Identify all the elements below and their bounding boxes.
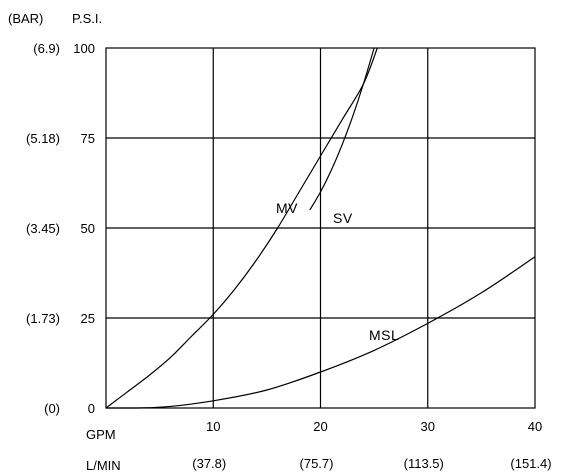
x-tick-gpm-label: 30 <box>421 419 435 434</box>
x-ticks-gpm: 10 20 30 40 <box>206 419 542 434</box>
series-line-msl <box>105 256 536 409</box>
x-tick-gpm-label: 40 <box>528 419 542 434</box>
y-tick-bar-label: (6.9) <box>33 41 60 56</box>
y-tick-psi-label: 0 <box>88 401 95 416</box>
y-tick-psi-label: 25 <box>81 311 95 326</box>
series-line-sv <box>309 47 375 211</box>
y-tick-psi-label: 50 <box>81 221 95 236</box>
y-tick-psi-label: 100 <box>73 41 95 56</box>
x-tick-gpm-label: 20 <box>313 419 327 434</box>
y-unit-bar: (BAR) <box>8 11 43 26</box>
series-line-mv <box>105 47 378 409</box>
y-tick-bar-label: (5.18) <box>26 131 60 146</box>
series-labels: MV SV MSL <box>276 200 399 343</box>
y-tick-bar-label: (1.73) <box>26 311 60 326</box>
x-tick-lmin-label: (75.7) <box>300 456 334 471</box>
y-tick-psi-label: 75 <box>81 131 95 146</box>
y-tick-bar-label: (3.45) <box>26 221 60 236</box>
y-ticks-psi: 0 25 50 75 100 <box>73 41 95 416</box>
series-label-sv: SV <box>333 210 353 226</box>
y-tick-bar-label: (0) <box>44 401 60 416</box>
x-tick-gpm-label: 10 <box>206 419 220 434</box>
grid-lines <box>106 48 535 408</box>
x-unit-gpm: GPM <box>86 427 116 442</box>
x-tick-lmin-label: (113.5) <box>404 456 444 471</box>
x-ticks-lmin: (37.8) (75.7) (113.5) (151.4) <box>192 456 551 471</box>
y-ticks-bar: (0) (1.73) (3.45) (5.18) (6.9) <box>26 41 60 416</box>
x-unit-lmin: L/MIN <box>86 458 121 473</box>
x-tick-lmin-label: (151.4) <box>510 456 551 471</box>
series-label-msl: MSL <box>369 327 399 343</box>
series-lines <box>105 47 536 409</box>
y-unit-psi: P.S.I. <box>72 11 102 26</box>
plot-frame <box>105 47 536 409</box>
x-tick-lmin-label: (37.8) <box>192 456 226 471</box>
series-label-mv: MV <box>276 200 298 216</box>
